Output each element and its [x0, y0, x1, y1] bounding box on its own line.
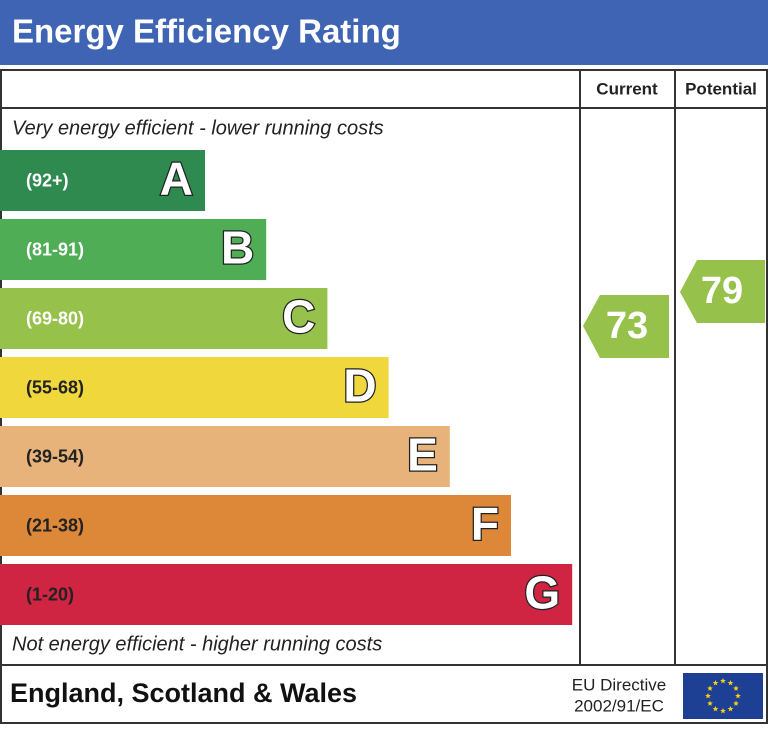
band-letter: E — [407, 429, 438, 481]
eu-star — [712, 680, 719, 686]
eu-star — [720, 708, 726, 714]
band-range: (39-54) — [26, 446, 84, 466]
header-bar — [0, 0, 768, 65]
band-bar — [0, 288, 328, 349]
top-note: Very energy efficient - lower running co… — [12, 117, 384, 139]
band-bar — [0, 495, 511, 556]
eu-star — [707, 700, 713, 706]
band-letter: D — [343, 360, 376, 412]
band-range: (55-68) — [26, 377, 84, 397]
eu-star — [720, 678, 726, 684]
band-letter: A — [160, 153, 193, 205]
title: Energy Efficiency Rating — [12, 13, 401, 50]
band-letter: C — [282, 291, 315, 343]
eu-star — [727, 706, 734, 712]
current-value: 73 — [606, 305, 648, 347]
band-bar — [0, 150, 205, 211]
region: England, Scotland & Wales — [10, 678, 357, 708]
band-bar — [0, 426, 450, 487]
current-arrow — [583, 295, 669, 358]
eu-star — [705, 693, 711, 699]
band-bar — [0, 564, 573, 625]
bottom-note: Not energy efficient - higher running co… — [12, 633, 382, 655]
eu-star — [733, 685, 739, 691]
eu-star — [733, 700, 739, 706]
directive-line2: 2002/91/EC — [574, 696, 664, 715]
band-letter: B — [221, 222, 254, 274]
current-header: Current — [596, 79, 658, 98]
band-range: (92+) — [26, 170, 69, 190]
eu-star — [727, 680, 734, 686]
band-letter: F — [471, 498, 499, 550]
potential-header: Potential — [685, 79, 757, 98]
eu-star — [712, 706, 719, 712]
bands: (92+) A (81-91) B (69-80) C (55-68) D (39-54) E (2… — [0, 150, 573, 625]
band-range: (69-80) — [26, 308, 84, 328]
band-letter: G — [524, 567, 560, 619]
band-bar — [0, 219, 267, 280]
band-range: (81-91) — [26, 239, 84, 259]
band-range: (1-20) — [26, 584, 74, 604]
eu-star — [735, 693, 741, 699]
potential-value: 79 — [701, 270, 743, 312]
eu-star — [707, 685, 713, 691]
band-bar — [0, 357, 389, 418]
band-range: (21-38) — [26, 515, 84, 535]
directive-line1: EU Directive — [572, 675, 666, 694]
potential-arrow — [680, 260, 765, 323]
eu-stars — [705, 678, 741, 714]
